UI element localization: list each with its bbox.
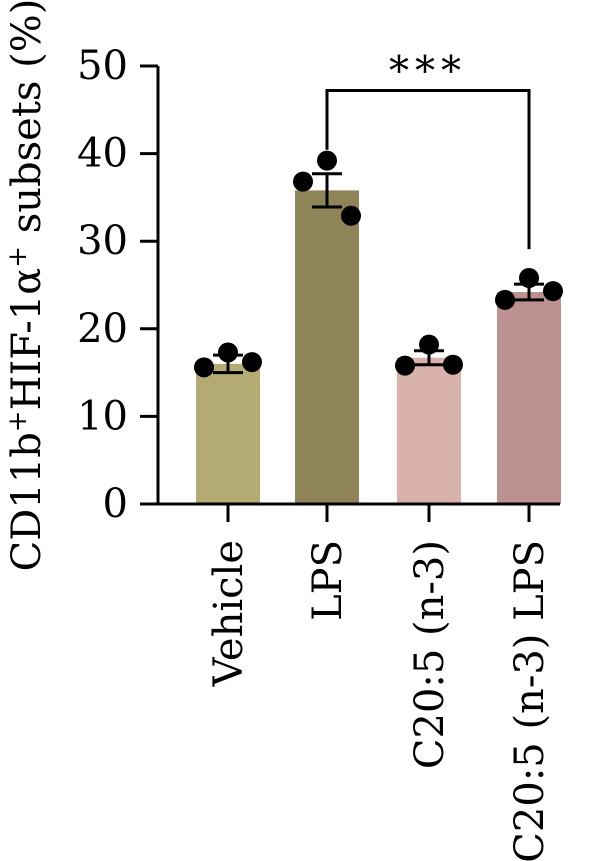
y-ticks-layer: 0 10 20 30 40 50 xyxy=(77,43,158,527)
bars-layer xyxy=(196,190,561,504)
y-tick-label: 20 xyxy=(77,306,128,352)
data-point-lps xyxy=(317,150,337,171)
x-ticks-layer: Vehicle LPS C20:5 (n-3) C20:5 (n-3) LPS xyxy=(206,504,553,861)
significance-label: *** xyxy=(389,49,467,95)
x-tick-label: LPS xyxy=(305,540,351,621)
data-point-vehicle xyxy=(242,352,262,373)
error-bars-layer xyxy=(213,172,544,375)
significance-bracket xyxy=(325,89,531,250)
x-tick-label: Vehicle xyxy=(206,540,252,687)
y-tick-label: 30 xyxy=(77,218,128,264)
data-point-vehicle xyxy=(194,357,214,378)
error-bar-lps xyxy=(312,172,342,209)
significance-layer: *** xyxy=(325,49,531,250)
data-point-c20-5-n-3-lps xyxy=(543,281,563,302)
y-tick-label: 0 xyxy=(103,481,128,527)
x-tick-label: C20:5 (n-3) xyxy=(407,540,453,769)
bar-c20-5-n-3-lps xyxy=(497,292,561,504)
data-point-c20-5-n-3-lps xyxy=(495,289,515,310)
x-tick-label: C20:5 (n-3) LPS xyxy=(507,540,553,861)
data-point-lps xyxy=(293,171,313,192)
y-tick-label: 50 xyxy=(77,43,128,89)
axes-layer xyxy=(156,66,560,506)
bar-lps xyxy=(295,190,359,504)
bar-vehicle xyxy=(196,363,260,504)
data-point-c20-5-n-3 xyxy=(419,334,439,355)
data-point-lps xyxy=(341,205,361,226)
bar-c20-5-n-3 xyxy=(397,357,461,504)
data-point-c20-5-n-3 xyxy=(443,354,463,375)
data-point-c20-5-n-3 xyxy=(395,355,415,376)
data-point-c20-5-n-3-lps xyxy=(519,267,539,288)
data-points-layer xyxy=(194,150,563,378)
y-tick-label: 40 xyxy=(77,131,128,177)
y-axis-title: CD11b+HIF-1α+ subsets (%) xyxy=(3,0,50,571)
data-point-vehicle xyxy=(218,342,238,363)
y-tick-label: 10 xyxy=(77,393,128,439)
